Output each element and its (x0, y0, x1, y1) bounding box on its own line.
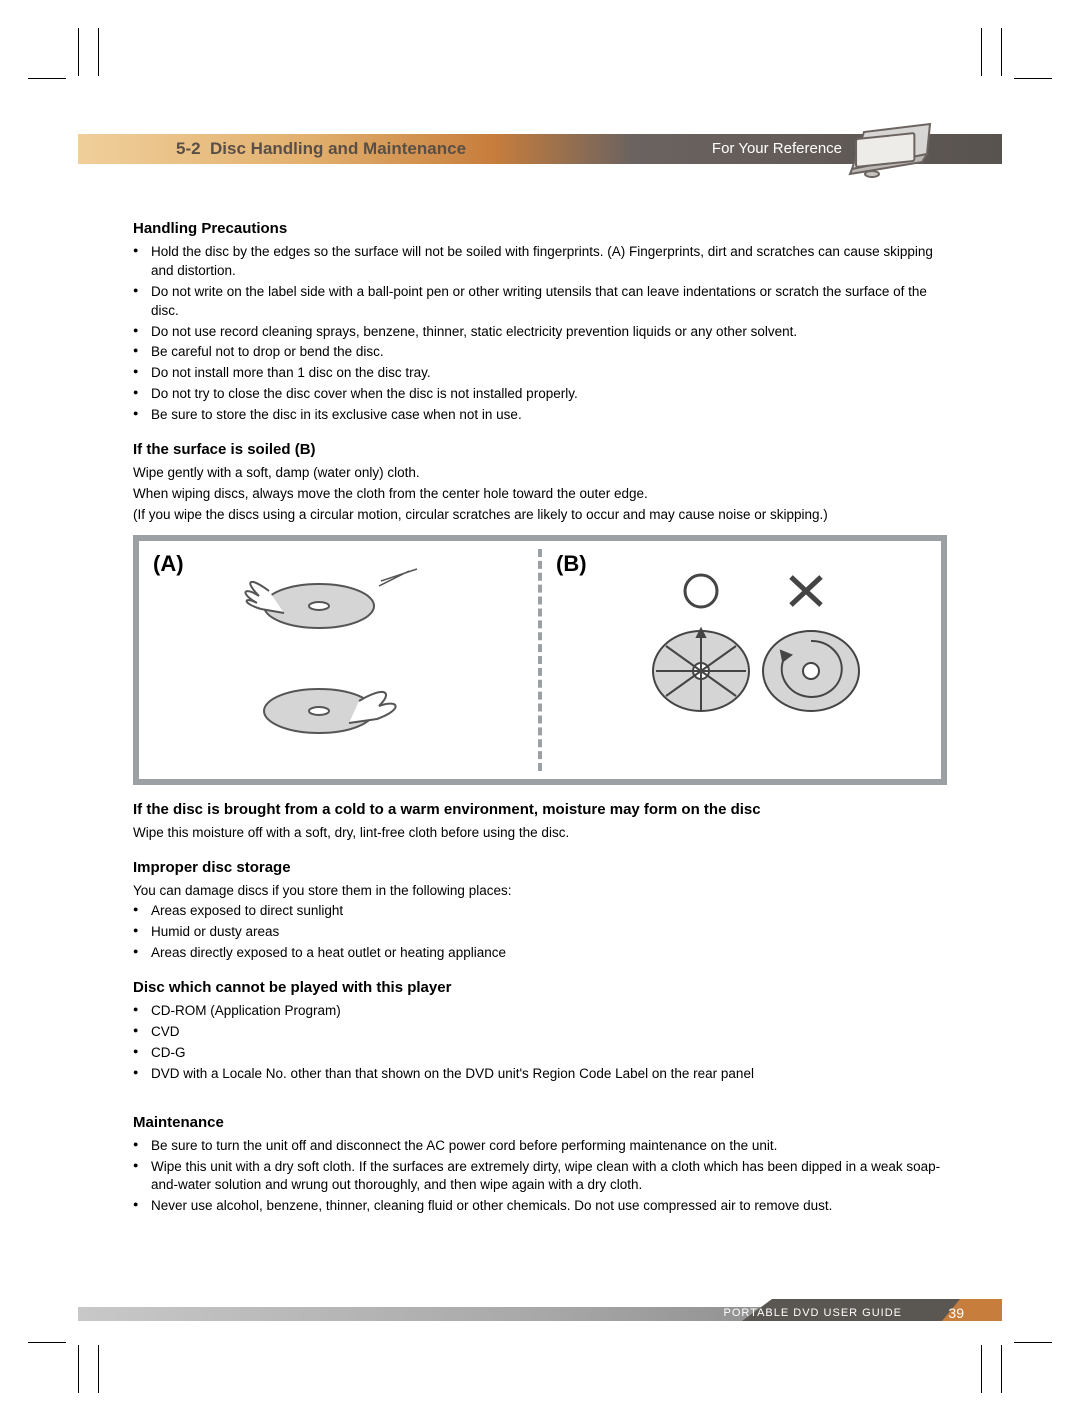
list-item: Be careful not to drop or bend the disc. (151, 343, 947, 362)
list-item: Never use alcohol, benzene, thinner, cle… (151, 1197, 947, 1216)
soiled-line: When wiping discs, always move the cloth… (133, 485, 947, 504)
cold-warm-text: Wipe this moisture off with a soft, dry,… (133, 824, 947, 843)
disc-handling-diagram: (A) (B) (133, 535, 947, 785)
handling-title: Handling Precautions (133, 218, 947, 239)
reference-label: For Your Reference (712, 134, 842, 164)
list-item: DVD with a Locale No. other than that sh… (151, 1065, 947, 1084)
list-item: CVD (151, 1023, 947, 1042)
panel-a-art (149, 551, 509, 771)
list-item: Wipe this unit with a dry soft cloth. If… (151, 1158, 947, 1196)
cold-warm-title: If the disc is brought from a cold to a … (133, 799, 947, 820)
content-area: Handling Precautions Hold the disc by th… (78, 174, 1002, 1216)
list-item: CD-G (151, 1044, 947, 1063)
list-item: Areas directly exposed to a heat outlet … (151, 944, 947, 963)
improper-list: Areas exposed to direct sunlight Humid o… (133, 902, 947, 963)
footer-guide-label: PORTABLE DVD USER GUIDE (724, 1307, 902, 1319)
handling-list: Hold the disc by the edges so the surfac… (133, 243, 947, 425)
list-item: Areas exposed to direct sunlight (151, 902, 947, 921)
soiled-title: If the surface is soiled (B) (133, 439, 947, 460)
list-item: Be sure to turn the unit off and disconn… (151, 1137, 947, 1156)
soiled-line: Wipe gently with a soft, damp (water onl… (133, 464, 947, 483)
list-item: Hold the disc by the edges so the surfac… (151, 243, 947, 281)
list-item: Do not use record cleaning sprays, benze… (151, 323, 947, 342)
improper-title: Improper disc storage (133, 857, 947, 878)
page-container: 5-2 Disc Handling and Maintenance For Yo… (78, 100, 1002, 1321)
maintenance-list: Be sure to turn the unit off and disconn… (133, 1137, 947, 1217)
list-item: Humid or dusty areas (151, 923, 947, 942)
page-footer: PORTABLE DVD USER GUIDE 39 (78, 1299, 1002, 1321)
section-title: 5-2 Disc Handling and Maintenance (176, 134, 466, 164)
diagram-divider (538, 549, 542, 771)
cannot-play-list: CD-ROM (Application Program) CVD CD-G DV… (133, 1002, 947, 1084)
list-item: Do not install more than 1 disc on the d… (151, 364, 947, 383)
list-item: Do not try to close the disc cover when … (151, 385, 947, 404)
section-name: Disc Handling and Maintenance (210, 139, 466, 158)
page-number: 39 (948, 1305, 964, 1321)
soiled-line: (If you wipe the discs using a circular … (133, 506, 947, 525)
section-number: 5-2 (176, 139, 201, 158)
list-item: CD-ROM (Application Program) (151, 1002, 947, 1021)
cannot-play-title: Disc which cannot be played with this pl… (133, 977, 947, 998)
panel-b-art (571, 551, 931, 771)
improper-intro: You can damage discs if you store them i… (133, 882, 947, 901)
maintenance-title: Maintenance (133, 1112, 947, 1133)
header-band: 5-2 Disc Handling and Maintenance For Yo… (78, 124, 1002, 174)
list-item: Be sure to store the disc in its exclusi… (151, 406, 947, 425)
dvd-player-icon (832, 114, 942, 194)
list-item: Do not write on the label side with a ba… (151, 283, 947, 321)
